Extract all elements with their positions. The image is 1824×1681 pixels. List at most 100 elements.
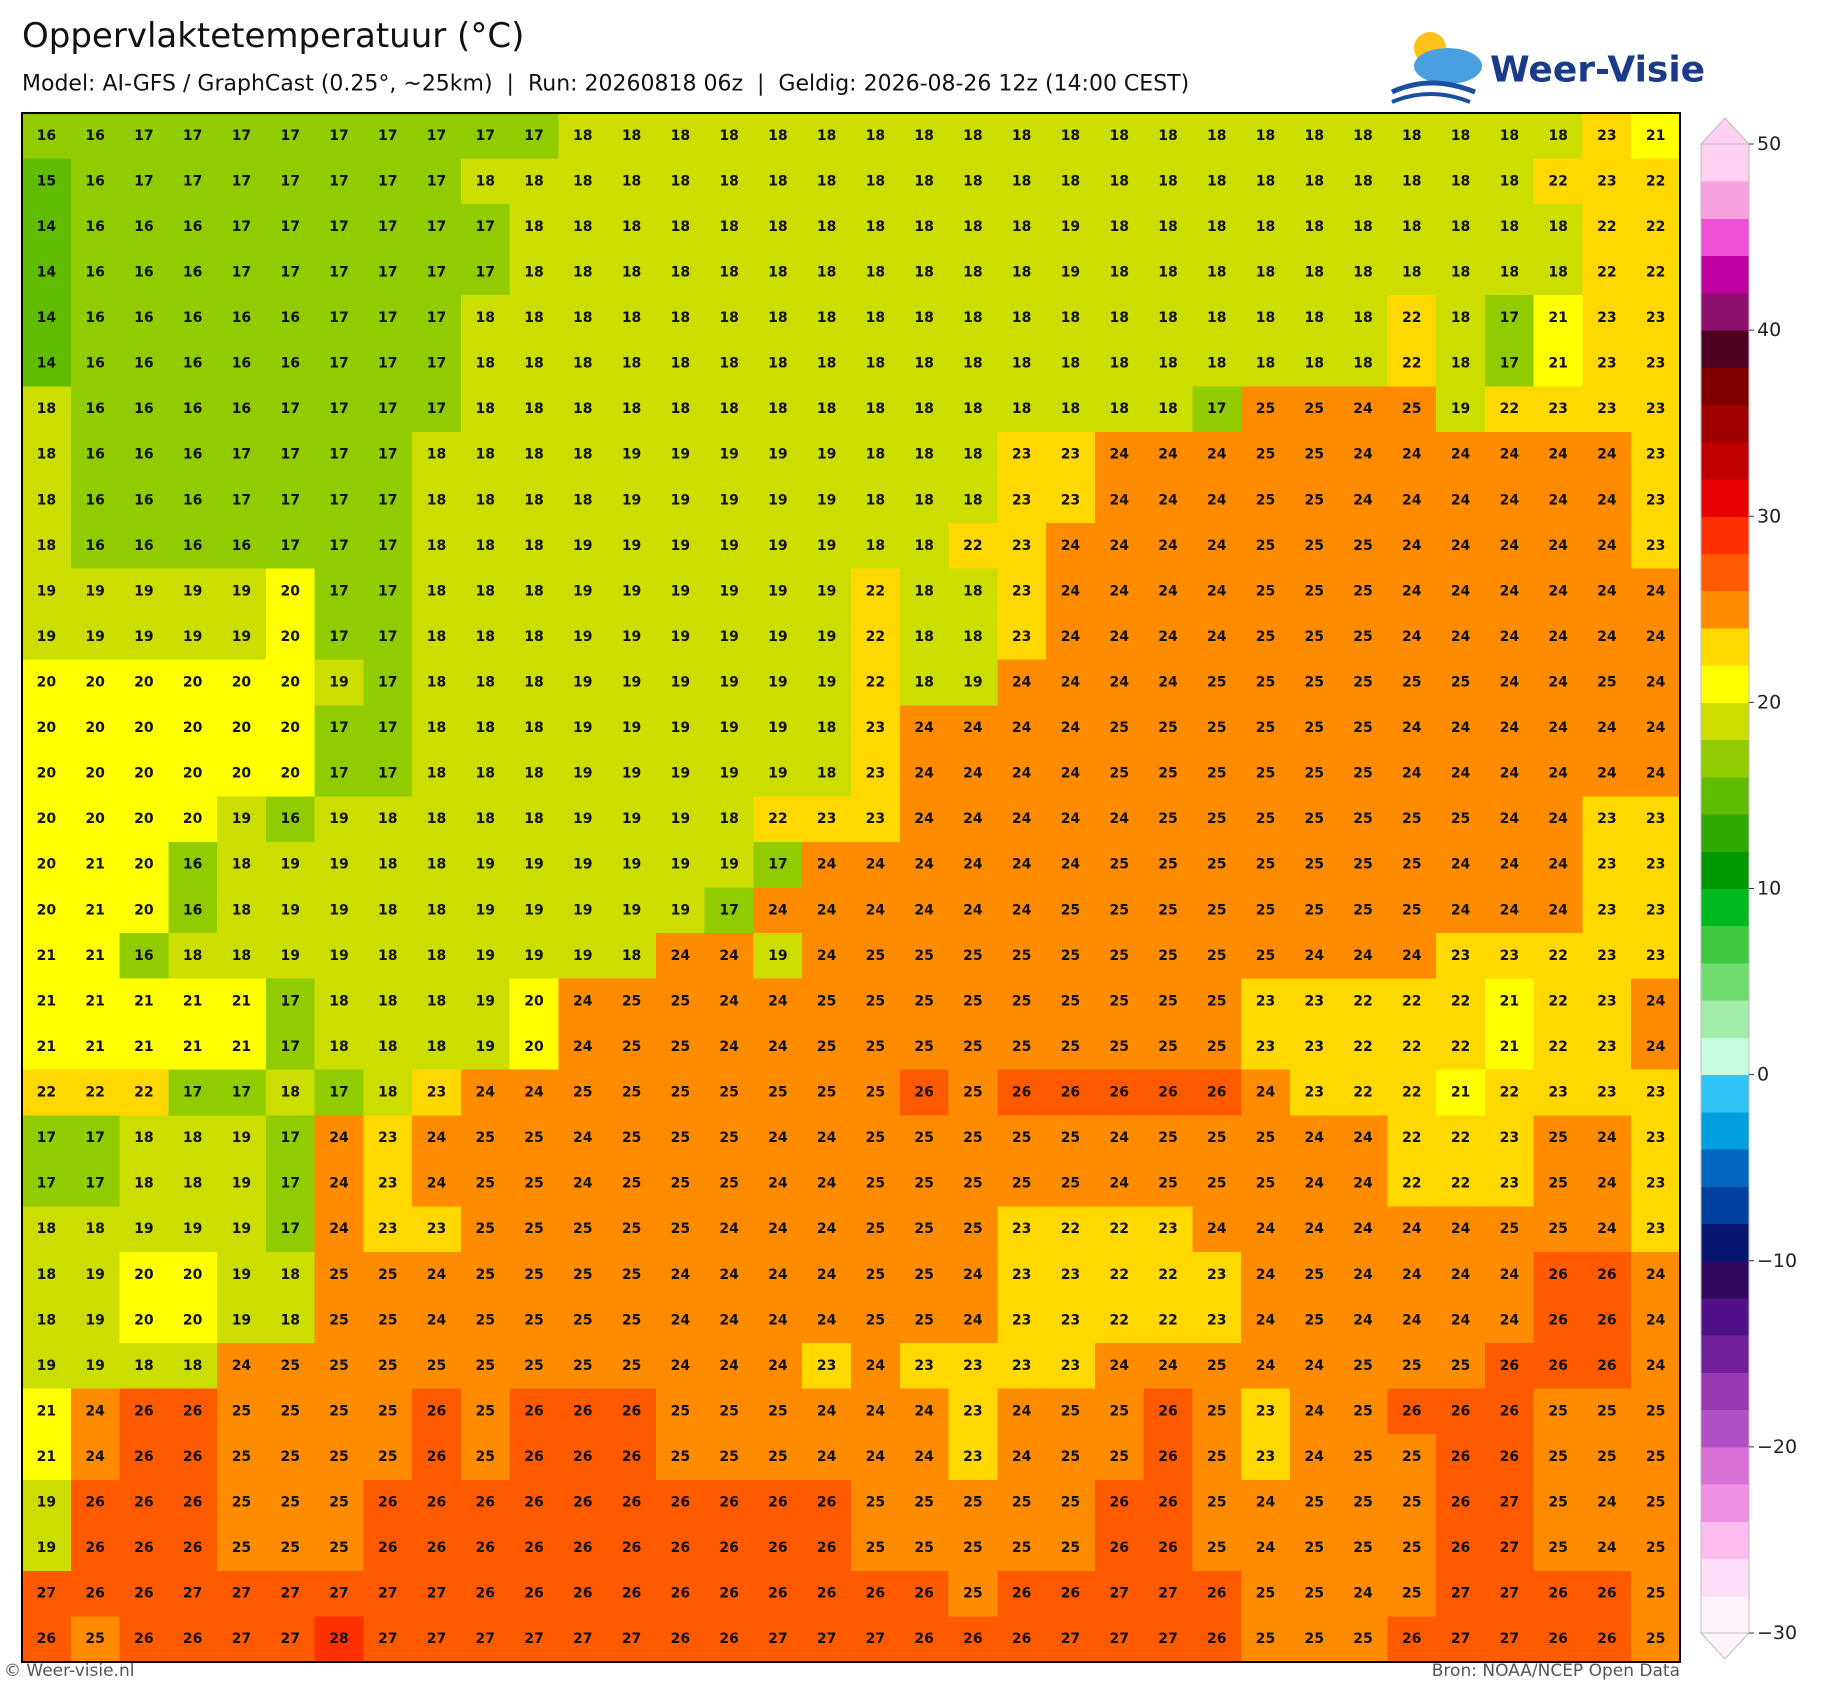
- temperature-label: 18: [914, 447, 933, 463]
- temperature-cell: [704, 204, 755, 251]
- temperature-cell: [851, 158, 901, 205]
- temperature-label: 24: [719, 1312, 739, 1328]
- temperature-cell: [997, 1388, 1047, 1435]
- temperature-cell: [217, 1206, 267, 1253]
- temperature-cell: [607, 386, 657, 433]
- temperature-cell: [460, 477, 511, 524]
- colorbar-segment: [1701, 1186, 1749, 1225]
- temperature-cell: [1436, 1388, 1486, 1435]
- temperature-cell: [1192, 340, 1242, 387]
- temperature-label: 27: [280, 1631, 299, 1647]
- temperature-cell: [899, 431, 950, 479]
- temperature-label: 17: [378, 401, 397, 417]
- temperature-label: 27: [1451, 1631, 1470, 1647]
- temperature-cell: [899, 1297, 950, 1344]
- temperature-cell: [899, 386, 950, 433]
- temperature-label: 24: [963, 1312, 983, 1328]
- temperature-label: 17: [280, 219, 299, 235]
- temperature-cell: [997, 1616, 1047, 1663]
- temperature-label: 26: [914, 1586, 933, 1602]
- temperature-cell: [1143, 568, 1193, 615]
- temperature-label: 18: [1061, 173, 1080, 189]
- temperature-cell: [1338, 978, 1389, 1025]
- temperature-label: 23: [1646, 902, 1665, 918]
- temperature-label: 25: [622, 1267, 641, 1283]
- temperature-cell: [1436, 1343, 1486, 1390]
- temperature-label: 27: [1451, 1586, 1470, 1602]
- temperature-label: 19: [37, 1358, 56, 1374]
- temperature-label: 18: [524, 583, 543, 599]
- temperature-cell: [1387, 614, 1437, 661]
- temperature-label: 19: [524, 902, 543, 918]
- temperature-label: 18: [37, 492, 56, 508]
- temperature-label: 25: [1109, 993, 1128, 1009]
- temperature-cell: [1143, 295, 1193, 342]
- temperature-cell: [1484, 477, 1535, 524]
- temperature-label: 24: [1061, 857, 1081, 873]
- temperature-label: 25: [622, 1312, 641, 1328]
- temperature-label: 24: [1451, 766, 1471, 782]
- temperature-label: 24: [1256, 1221, 1276, 1237]
- temperature-label: 19: [622, 720, 641, 736]
- temperature-label: 24: [768, 1267, 788, 1283]
- temperature-label: 25: [476, 1449, 495, 1465]
- temperature-cell: [1192, 523, 1242, 570]
- temperature-cell: [363, 158, 413, 205]
- temperature-cell: [1143, 750, 1193, 797]
- temperature-cell: [753, 1297, 803, 1344]
- temperature-cell: [314, 1434, 364, 1481]
- temperature-cell: [948, 614, 998, 661]
- temperature-cell: [1192, 1206, 1242, 1253]
- temperature-label: 24: [1500, 766, 1520, 782]
- temperature-cell: [704, 887, 755, 934]
- temperature-cell: [753, 750, 803, 797]
- temperature-label: 17: [378, 447, 397, 463]
- temperature-label: 18: [866, 173, 885, 189]
- temperature-cell: [851, 1343, 901, 1390]
- temperature-cell: [802, 1570, 852, 1618]
- temperature-label: 26: [1158, 1540, 1177, 1556]
- temperature-cell: [607, 249, 657, 296]
- temperature-label: 15: [37, 173, 56, 189]
- temperature-label: 19: [622, 629, 641, 645]
- temperature-cell: [1289, 978, 1340, 1025]
- temperature-cell: [753, 386, 803, 433]
- temperature-label: 25: [719, 1449, 738, 1465]
- temperature-cell: [363, 1069, 413, 1116]
- temperature-label: 25: [1597, 1449, 1616, 1465]
- temperature-label: 25: [1402, 857, 1421, 873]
- temperature-label: 24: [1012, 766, 1032, 782]
- temperature-label: 18: [914, 674, 933, 690]
- temperature-cell: [22, 1024, 72, 1071]
- temperature-cell: [948, 1024, 998, 1071]
- temperature-label: 18: [1451, 310, 1470, 326]
- temperature-cell: [1631, 1297, 1681, 1344]
- temperature-label: 23: [1012, 583, 1031, 599]
- temperature-label: 18: [817, 401, 836, 417]
- temperature-cell: [509, 523, 560, 570]
- temperature-label: 24: [1597, 1495, 1617, 1511]
- temperature-cell: [509, 295, 560, 342]
- temperature-label: 24: [1256, 1085, 1276, 1101]
- temperature-cell: [997, 1160, 1047, 1208]
- temperature-cell: [558, 796, 608, 843]
- temperature-label: 16: [134, 401, 153, 417]
- temperature-cell: [1094, 1388, 1145, 1435]
- temperature-cell: [168, 523, 218, 570]
- temperature-cell: [1533, 1616, 1584, 1663]
- temperature-cell: [607, 841, 657, 889]
- temperature-cell: [412, 750, 462, 797]
- temperature-label: 25: [817, 1085, 836, 1101]
- temperature-label: 26: [134, 1495, 153, 1511]
- temperature-cell: [948, 1434, 998, 1481]
- temperature-label: 24: [573, 1039, 593, 1055]
- temperature-cell: [1631, 431, 1681, 479]
- temperature-cell: [558, 750, 608, 797]
- temperature-cell: [1289, 1343, 1340, 1390]
- temperature-label: 18: [1109, 128, 1128, 144]
- temperature-cell: [509, 1525, 560, 1572]
- colorbar-segment: [1701, 1595, 1749, 1634]
- temperature-cell: [997, 295, 1047, 342]
- temperature-cell: [1289, 1115, 1340, 1162]
- temperature-cell: [363, 705, 413, 752]
